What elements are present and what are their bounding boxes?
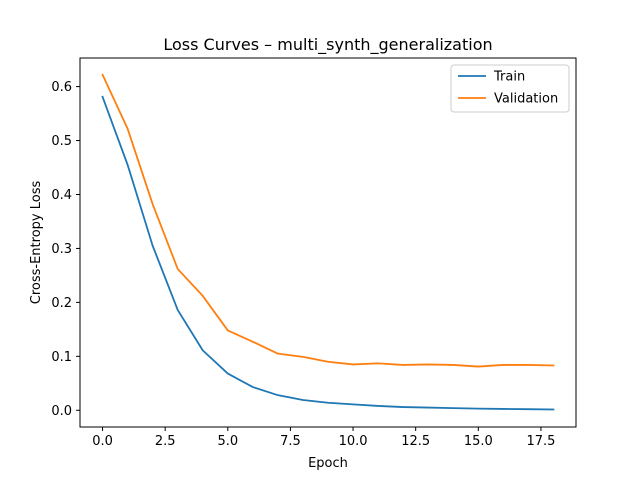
x-tick-label: 7.5 — [280, 434, 301, 449]
y-tick-label: 0.3 — [51, 242, 72, 257]
x-tick-label: 2.5 — [155, 434, 176, 449]
x-tick-label: 17.5 — [526, 434, 555, 449]
x-tick-label: 5.0 — [217, 434, 238, 449]
y-tick-label: 0.6 — [51, 80, 72, 95]
y-tick-label: 0.4 — [51, 188, 72, 203]
legend-label-validation: Validation — [494, 92, 558, 107]
y-axis-ticks: 0.0 0.1 0.2 0.3 0.4 0.5 0.6 — [51, 80, 80, 419]
legend: Train Validation — [450, 64, 570, 113]
y-tick-label: 0.0 — [51, 404, 72, 419]
x-tick-label: 12.5 — [401, 434, 430, 449]
y-axis-label: Cross-Entropy Loss — [29, 181, 44, 305]
plot-frame — [79, 57, 577, 428]
x-axis-ticks: 0.0 2.5 5.0 7.5 10.0 12.5 15.0 17.5 — [92, 427, 555, 449]
y-tick-label: 0.1 — [51, 350, 72, 365]
y-tick-label: 0.2 — [51, 296, 72, 311]
x-tick-label: 10.0 — [339, 434, 368, 449]
x-tick-label: 15.0 — [464, 434, 493, 449]
x-tick-label: 0.0 — [92, 434, 113, 449]
chart-title: Loss Curves – multi_synth_generalization — [163, 35, 492, 55]
series-line-validation — [101, 73, 555, 368]
series-line-train — [101, 95, 555, 411]
series-layer — [101, 73, 555, 411]
legend-label-train: Train — [493, 70, 525, 85]
y-tick-label: 0.5 — [51, 134, 72, 149]
x-axis-label: Epoch — [308, 456, 348, 471]
